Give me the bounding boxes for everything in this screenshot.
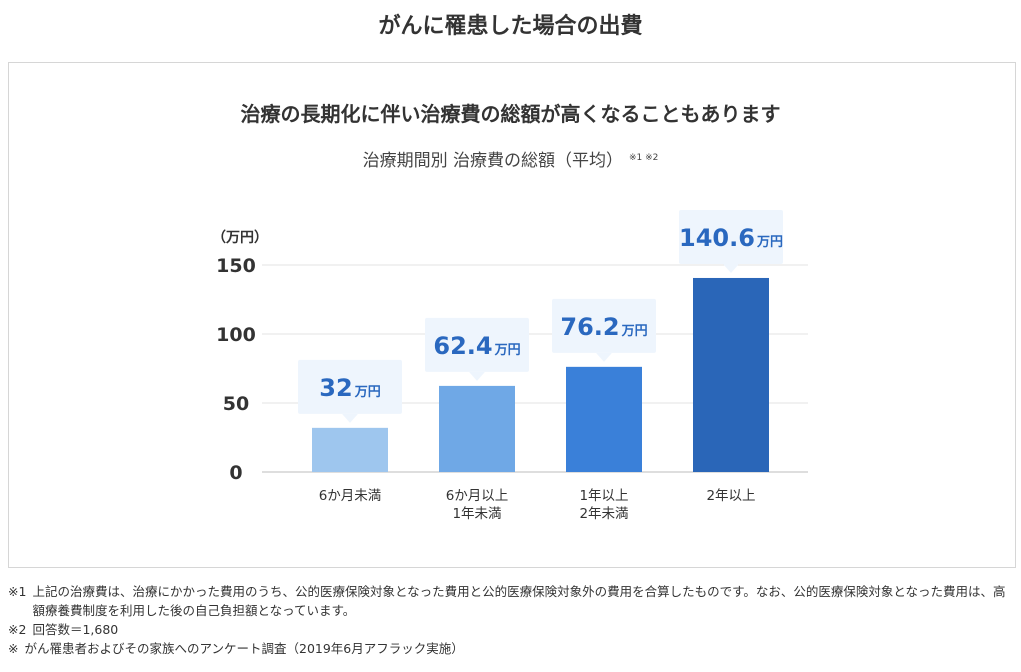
bar	[439, 385, 515, 472]
data-label: 140.6 万円	[679, 224, 783, 252]
chart-title: 治療の長期化に伴い治療費の総額が高くなることもあります	[240, 102, 781, 126]
footnote-text: 上記の治療費は、治療にかかった費用のうち、公的医療保険対象となった費用と公的医療…	[32, 584, 1006, 618]
chart-subtitle-text: 治療期間別 治療費の総額（平均）	[362, 151, 623, 171]
footnotes: ※1 上記の治療費は、治療にかかった費用のうち、公的医療保険対象となった費用と公…	[8, 582, 1014, 658]
footnote-1: ※1 上記の治療費は、治療にかかった費用のうち、公的医療保険対象となった費用と公…	[8, 582, 1014, 620]
y-tick-label: 50	[223, 393, 249, 415]
y-axis-label: （万円）	[212, 230, 268, 246]
chart-container	[8, 62, 1016, 568]
callout-pointer	[723, 263, 739, 273]
y-tick-label: 150	[216, 255, 256, 277]
y-tick-label: 0	[229, 462, 242, 484]
value-callout	[425, 317, 529, 372]
footnote-text: がん罹患者およびその家族へのアンケート調査（2019年6月アフラック実施）	[24, 641, 464, 656]
footnote-2: ※2 回答数＝1,680	[8, 620, 1014, 639]
bar	[312, 427, 388, 472]
footnote-mark: ※	[8, 641, 19, 656]
page-title: がんに罹患した場合の出費	[378, 14, 643, 39]
y-tick-label: 100	[216, 324, 256, 346]
callout-pointer	[596, 352, 612, 362]
footnote-mark: ※2	[8, 622, 27, 637]
value-callout	[679, 209, 783, 264]
callout-pointer	[342, 413, 358, 423]
data-label: 76.2 万円	[560, 313, 647, 341]
callout-pointer	[469, 371, 485, 381]
bar	[566, 366, 642, 472]
x-tick-label: 6か月以上 1年未満	[446, 488, 509, 522]
value-callout	[298, 359, 402, 414]
footnote-mark: ※1	[8, 584, 27, 599]
x-tick-label: 2年以上	[706, 488, 755, 504]
data-label: 32 万円	[319, 374, 380, 402]
chart-subtitle-refs: ※1 ※2	[629, 153, 659, 163]
x-tick-label: 1年以上 2年未満	[579, 488, 628, 522]
footnote-text: 回答数＝1,680	[32, 622, 119, 637]
footnote-3: ※ がん罹患者およびその家族へのアンケート調査（2019年6月アフラック実施）	[8, 639, 1014, 658]
value-callout	[552, 298, 656, 353]
bar-chart: （万円） 0 50 100 150 32 万円 6か月未満 62.4 万円 6か月以上 1年未満 76.…	[212, 209, 808, 522]
chart-subtitle: 治療期間別 治療費の総額（平均） ※1 ※2	[0, 146, 1021, 171]
x-tick-label: 6か月未満	[319, 488, 382, 504]
bar	[693, 277, 769, 472]
data-label: 62.4 万円	[433, 332, 520, 360]
